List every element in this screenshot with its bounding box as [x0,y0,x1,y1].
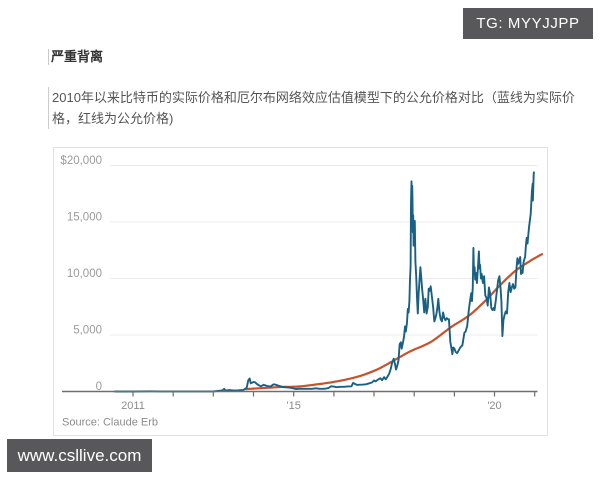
svg-text:10,000: 10,000 [67,268,102,280]
svg-text:Source: Claude Erb: Source: Claude Erb [62,417,158,429]
svg-text:2011: 2011 [121,400,145,412]
svg-text:'15: '15 [287,400,301,412]
svg-text:'20: '20 [487,400,501,412]
svg-text:0: 0 [96,381,102,393]
svg-text:5,000: 5,000 [73,325,102,337]
svg-text:15,000: 15,000 [67,212,102,224]
svg-text:$20,000: $20,000 [60,155,102,167]
